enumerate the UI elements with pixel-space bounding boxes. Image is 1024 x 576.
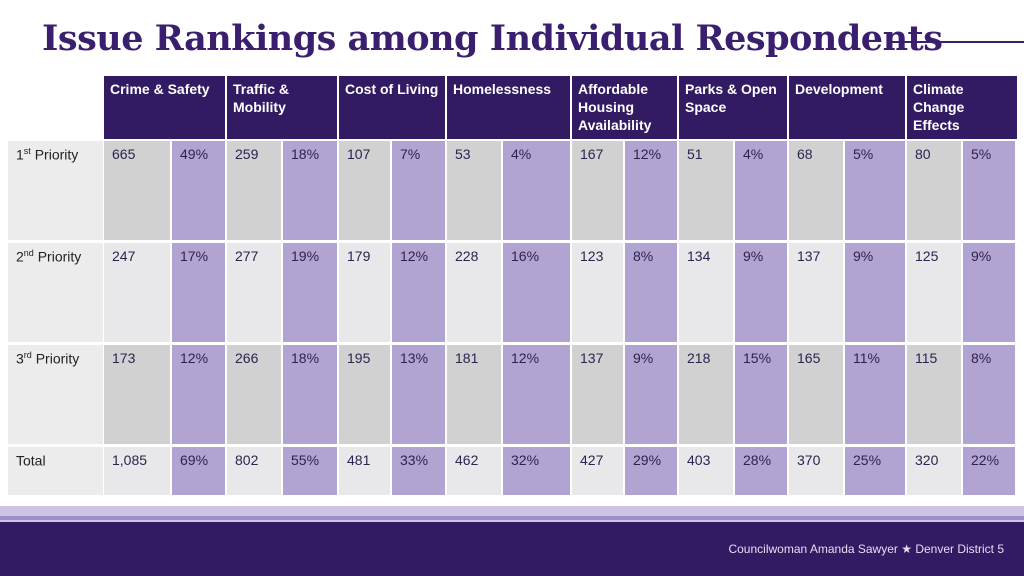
count-cell: 462 [447,447,501,495]
count-cell: 181 [447,345,501,444]
count-cell: 403 [679,447,733,495]
count-cell: 277 [227,243,281,342]
column-header: Parks & Open Space [679,76,789,139]
percent-cell: 13% [392,345,445,444]
row-label: Total [8,447,103,495]
count-cell: 266 [227,345,281,444]
percent-cell: 12% [392,243,445,342]
column-header: Homelessness [447,76,572,139]
row-label-ordinal: nd [23,248,34,258]
percent-cell: 7% [392,141,445,240]
row-label-number: 2 [16,248,24,265]
footer-bar: Councilwoman Amanda Sawyer ★ Denver Dist… [0,522,1024,576]
percent-cell: 9% [625,345,677,444]
percent-cell: 28% [735,447,787,495]
count-cell: 80 [907,141,961,240]
row-label-number: 1 [16,146,24,163]
count-cell: 665 [104,141,170,240]
percent-cell: 12% [503,345,570,444]
count-cell: 195 [339,345,390,444]
percent-cell: 18% [283,141,337,240]
percent-cell: 8% [625,243,677,342]
count-cell: 370 [789,447,843,495]
percent-cell: 22% [963,447,1015,495]
percent-cell: 55% [283,447,337,495]
row-label: 2nd Priority [8,243,103,342]
count-cell: 137 [789,243,843,342]
count-cell: 115 [907,345,961,444]
percent-cell: 32% [503,447,570,495]
percent-cell: 4% [503,141,570,240]
percent-cell: 29% [625,447,677,495]
percent-cell: 5% [963,141,1015,240]
count-cell: 165 [789,345,843,444]
percent-cell: 12% [625,141,677,240]
row-label: 3rd Priority [8,345,103,444]
row-label-text: Priority [30,146,79,163]
percent-cell: 9% [963,243,1015,342]
row-label-text: Priority [31,350,80,367]
count-cell: 259 [227,141,281,240]
column-header: Climate Change Effects [913,81,965,133]
count-cell: 123 [572,243,623,342]
count-cell: 107 [339,141,390,240]
row-label-ordinal: st [23,146,31,156]
row-label-ordinal: rd [23,350,32,360]
count-cell: 137 [572,345,623,444]
count-cell: 125 [907,243,961,342]
column-header: Cost of Living [339,76,447,139]
page-title: Issue Rankings among Individual Responde… [42,18,943,59]
footer-credit: Councilwoman Amanda Sawyer ★ Denver Dist… [728,542,1004,556]
count-cell: 481 [339,447,390,495]
column-header: Affordable Housing Availability [572,76,679,139]
count-cell: 134 [679,243,733,342]
count-cell: 228 [447,243,501,342]
count-cell: 247 [104,243,170,342]
percent-cell: 16% [503,243,570,342]
percent-cell: 9% [735,243,787,342]
row-label-text: Total [16,452,46,469]
percent-cell: 11% [845,345,905,444]
percent-cell: 33% [392,447,445,495]
percent-cell: 8% [963,345,1015,444]
column-header: Traffic & Mobility [227,76,339,139]
column-header: Crime & Safety [104,76,227,139]
count-cell: 167 [572,141,623,240]
percent-cell: 17% [172,243,225,342]
row-label-text: Priority [33,248,82,265]
count-cell: 179 [339,243,390,342]
count-cell: 218 [679,345,733,444]
percent-cell: 18% [283,345,337,444]
row-label: 1st Priority [8,141,103,240]
count-cell: 51 [679,141,733,240]
percent-cell: 5% [845,141,905,240]
percent-cell: 12% [172,345,225,444]
title-divider [889,41,1024,43]
count-cell: 173 [104,345,170,444]
table-header [104,76,1017,139]
percent-cell: 15% [735,345,787,444]
count-cell: 427 [572,447,623,495]
percent-cell: 19% [283,243,337,342]
count-cell: 320 [907,447,961,495]
percent-cell: 4% [735,141,787,240]
count-cell: 802 [227,447,281,495]
count-cell: 1,085 [104,447,170,495]
row-label-number: 3 [16,350,24,367]
percent-cell: 9% [845,243,905,342]
percent-cell: 25% [845,447,905,495]
column-header: Development [789,76,907,139]
percent-cell: 49% [172,141,225,240]
percent-cell: 69% [172,447,225,495]
footer-accent-line [0,516,1024,520]
count-cell: 68 [789,141,843,240]
count-cell: 53 [447,141,501,240]
